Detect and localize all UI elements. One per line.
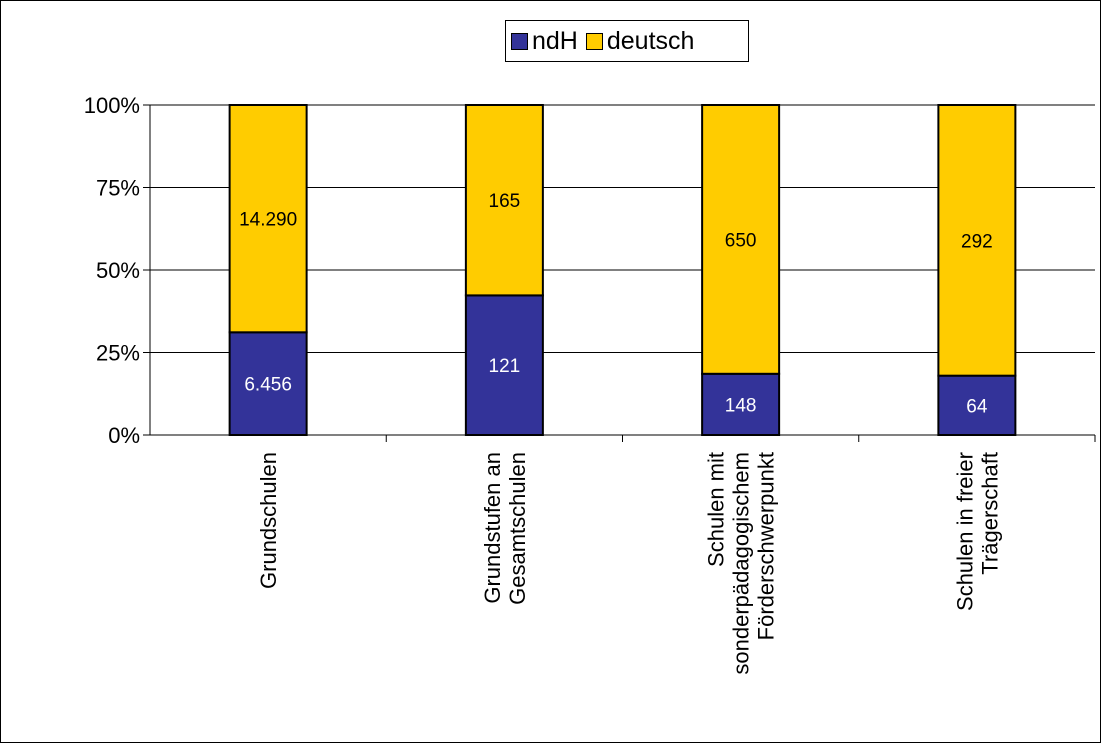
bar-segment-ndh xyxy=(937,374,1017,437)
y-tick-label: 25% xyxy=(96,341,140,366)
data-label: 292 xyxy=(961,231,993,252)
x-tick-label: Gesamtschulen xyxy=(505,452,530,605)
bar-segment-deutsch xyxy=(937,104,1017,377)
data-label: 6.456 xyxy=(244,375,292,396)
legend-item-ndh: ndH xyxy=(511,27,578,56)
data-label: 64 xyxy=(966,396,988,417)
x-tick-label: Schulen mit xyxy=(704,452,729,567)
legend-label-ndh: ndH xyxy=(532,26,578,55)
y-tick-label: 100% xyxy=(84,93,140,118)
bar-segment-deutsch xyxy=(701,104,781,375)
bars xyxy=(228,104,1017,437)
bar-segment-ndh xyxy=(464,294,544,436)
legend-label-deutsch: deutsch xyxy=(606,26,695,55)
x-tick-label: Förderschwerpunkt xyxy=(754,452,779,640)
legend-swatch-ndh xyxy=(511,32,528,50)
x-tick-label: Grundstufen an xyxy=(480,452,505,604)
bar-segment-deutsch xyxy=(228,104,308,334)
y-tick-label: 0% xyxy=(108,423,140,448)
bar-segment-deutsch xyxy=(464,104,544,297)
data-label: 14.290 xyxy=(239,210,297,231)
x-tick-labels: Grundschulen Grundstufen an Gesamtschulen S… xyxy=(256,452,1002,675)
axes xyxy=(143,104,1096,442)
y-tick-labels: 0% 25% 50% 75% 100% xyxy=(84,93,140,448)
data-label: 165 xyxy=(489,191,521,212)
legend-swatch-deutsch xyxy=(585,32,603,50)
y-tick-label: 50% xyxy=(96,258,140,283)
x-tick-label: Grundschulen xyxy=(256,452,281,589)
legend: ndH deutsch xyxy=(505,20,749,62)
legend-item-deutsch: deutsch xyxy=(585,26,695,56)
value-labels: 6.456 14.290 121 165 148 650 64 292 xyxy=(239,191,993,417)
x-tick-label: sonderpädagogischem xyxy=(729,452,754,675)
data-label: 650 xyxy=(725,230,757,251)
data-label: 148 xyxy=(725,395,757,416)
y-tick-label: 75% xyxy=(96,176,140,201)
x-tick-label: Trägerschaft xyxy=(977,452,1002,575)
data-label: 121 xyxy=(489,356,521,377)
x-tick-label: Schulen in freier xyxy=(952,452,977,611)
